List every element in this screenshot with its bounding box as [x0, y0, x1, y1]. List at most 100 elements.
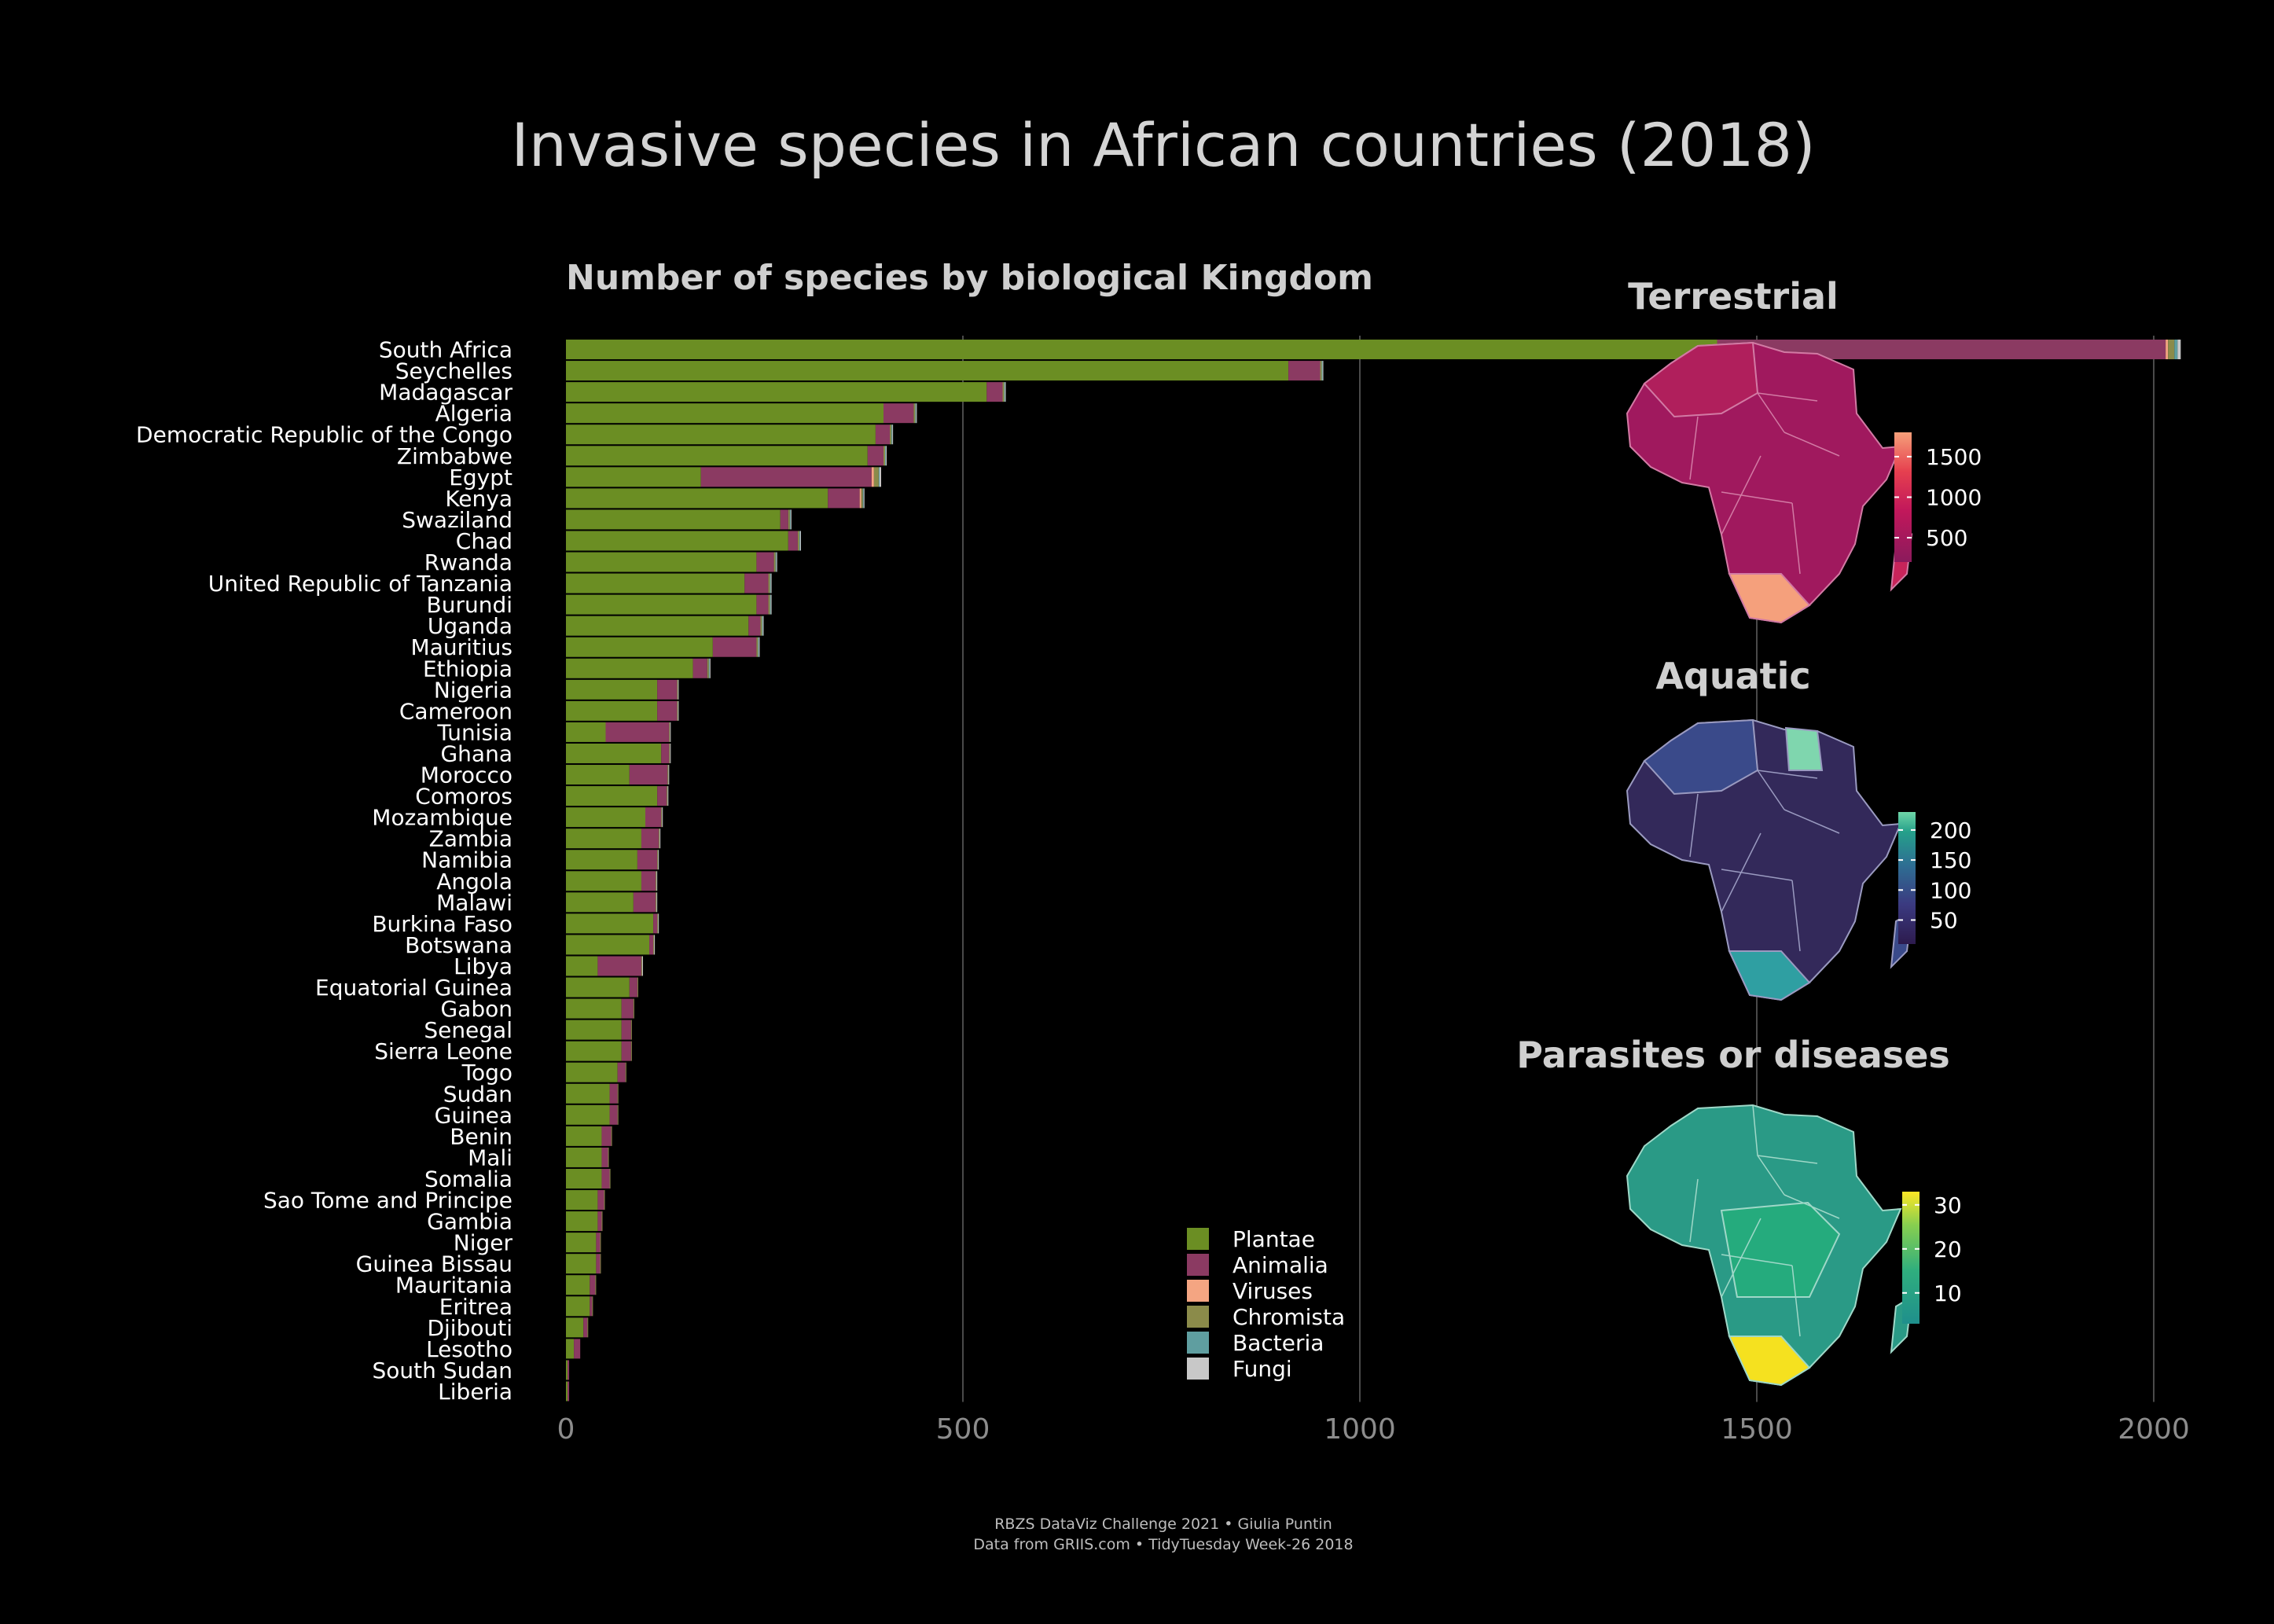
- y-tick-label: Zambia: [429, 826, 512, 852]
- bar-chromista-33: [630, 1041, 632, 1061]
- bar-plantae-11: [566, 573, 745, 593]
- bar-bacteria-15: [708, 658, 710, 678]
- bar-animalia-33: [621, 1041, 631, 1061]
- bar-animalia-2: [986, 382, 1003, 402]
- bar-plantae-7: [566, 488, 828, 509]
- bar-animalia-11: [744, 573, 769, 593]
- legend-label-bacteria: Bacteria: [1233, 1330, 1324, 1356]
- bar-animalia-24: [637, 850, 658, 870]
- bar-animalia-10: [756, 552, 774, 572]
- south-africa-region: [1728, 1336, 1811, 1387]
- bar-plantae-5: [566, 446, 868, 466]
- aquatic-colorbar-ticks: 200 150 100 50: [1898, 818, 1971, 933]
- bar-plantae-27: [566, 913, 654, 934]
- bar-animalia-44: [590, 1275, 596, 1295]
- y-tick-label: Algeria: [435, 401, 512, 427]
- bar-animalia-43: [596, 1254, 601, 1274]
- y-tick-label: Libya: [454, 953, 512, 979]
- colorbar-tick-label: 1000: [1926, 485, 1982, 511]
- bar-animalia-49: [568, 1381, 570, 1402]
- bar-animalia-37: [601, 1126, 612, 1146]
- bar-plantae-9: [566, 531, 788, 551]
- south-africa-region: [1728, 573, 1811, 624]
- bar-animalia-9: [788, 531, 798, 551]
- x-axis-ticks: 0 500 1000 1500 2000: [557, 1413, 2190, 1446]
- y-tick-label: Rwanda: [424, 549, 512, 575]
- bar-animalia-25: [641, 871, 656, 891]
- bar-plantae-22: [566, 807, 645, 828]
- bar-viruses-7: [859, 488, 861, 509]
- y-tick-label: South Sudan: [373, 1358, 512, 1383]
- bar-animalia-47: [574, 1339, 581, 1359]
- bar-chromista-43: [600, 1254, 601, 1274]
- bar-animalia-3: [884, 403, 914, 424]
- y-tick-label: Sao Tome and Principe: [263, 1188, 512, 1214]
- bar-bacteria-7: [862, 488, 864, 509]
- x-tick-label: 500: [936, 1413, 990, 1446]
- bar-plantae-49: [566, 1381, 568, 1402]
- bar-fungi-8: [790, 509, 792, 530]
- bar-fungi-26: [656, 892, 658, 913]
- bar-fungi-4: [892, 424, 894, 445]
- colorbar-tick-label: 200: [1930, 818, 1971, 843]
- bar-chromista-35: [617, 1083, 619, 1104]
- bar-bacteria-12: [770, 594, 771, 615]
- bar-plantae-31: [566, 998, 622, 1019]
- legend-label-plantae: Plantae: [1233, 1226, 1315, 1252]
- bar-animalia-45: [590, 1296, 593, 1317]
- bar-viruses-0: [2166, 340, 2169, 360]
- bar-animalia-4: [875, 424, 891, 445]
- bar-chromista-46: [587, 1317, 589, 1338]
- bar-plantae-32: [566, 1020, 622, 1040]
- y-tick-label: Sierra Leone: [374, 1038, 512, 1064]
- bar-fungi-6: [879, 467, 881, 487]
- terrestrial-map-title: Terrestrial: [1628, 275, 1839, 318]
- bar-animalia-29: [597, 956, 641, 976]
- y-tick-label: Egypt: [449, 465, 512, 491]
- bar-animalia-39: [601, 1168, 610, 1189]
- caption-line-1: RBZS DataViz Challenge 2021 • Giulia Pun…: [994, 1516, 1332, 1533]
- bar-plantae-39: [566, 1168, 602, 1189]
- y-tick-label: Mauritius: [411, 634, 512, 660]
- bar-animalia-40: [597, 1190, 604, 1211]
- parasites-colorbar-ticks: 30 20 10: [1902, 1192, 1962, 1306]
- y-tick-label: United Republic of Tanzania: [208, 571, 512, 597]
- bar-animalia-8: [780, 509, 788, 530]
- bar-fungi-13: [762, 615, 764, 636]
- page-title: Invasive species in African countries (2…: [511, 110, 1816, 180]
- bar-fungi-27: [658, 913, 659, 934]
- colorbar-tick-label: 20: [1934, 1236, 1962, 1262]
- bar-plantae-43: [566, 1254, 597, 1274]
- bar-plantae-8: [566, 509, 781, 530]
- bar-fungi-22: [662, 807, 663, 828]
- y-tick-label: South Africa: [379, 337, 512, 363]
- bar-plantae-26: [566, 892, 634, 913]
- bar-fungi-7: [863, 488, 865, 509]
- bar-plantae-20: [566, 765, 630, 785]
- bar-plantae-25: [566, 871, 641, 891]
- bar-animalia-13: [748, 615, 761, 636]
- bar-animalia-30: [629, 977, 637, 998]
- bar-bacteria-6: [878, 467, 880, 487]
- y-tick-label: Nigeria: [434, 677, 512, 703]
- legend-label-animalia: Animalia: [1233, 1252, 1328, 1278]
- bar-animalia-35: [609, 1083, 618, 1104]
- parasites-colorbar: 30 20 10: [1902, 1192, 1962, 1324]
- bar-plantae-21: [566, 786, 658, 806]
- y-tick-label: Botswana: [405, 932, 512, 958]
- bar-fungi-25: [656, 871, 658, 891]
- y-tick-label: Burundi: [426, 592, 512, 618]
- bar-fungi-3: [916, 403, 917, 424]
- y-tick-label: Eritrea: [439, 1294, 512, 1320]
- bar-plantae-19: [566, 743, 662, 763]
- bar-animalia-19: [661, 743, 670, 763]
- y-tick-label: Mauritania: [395, 1273, 512, 1299]
- bar-animalia-14: [712, 637, 757, 657]
- y-tick-label: Chad: [456, 528, 512, 554]
- y-tick-label: Guinea Bissau: [356, 1251, 512, 1277]
- borders: [1689, 1104, 1840, 1337]
- y-tick-label: Ethiopia: [423, 656, 512, 682]
- bar-fungi-0: [2177, 340, 2181, 360]
- bar-plantae-3: [566, 403, 884, 424]
- bar-fungi-23: [659, 829, 661, 849]
